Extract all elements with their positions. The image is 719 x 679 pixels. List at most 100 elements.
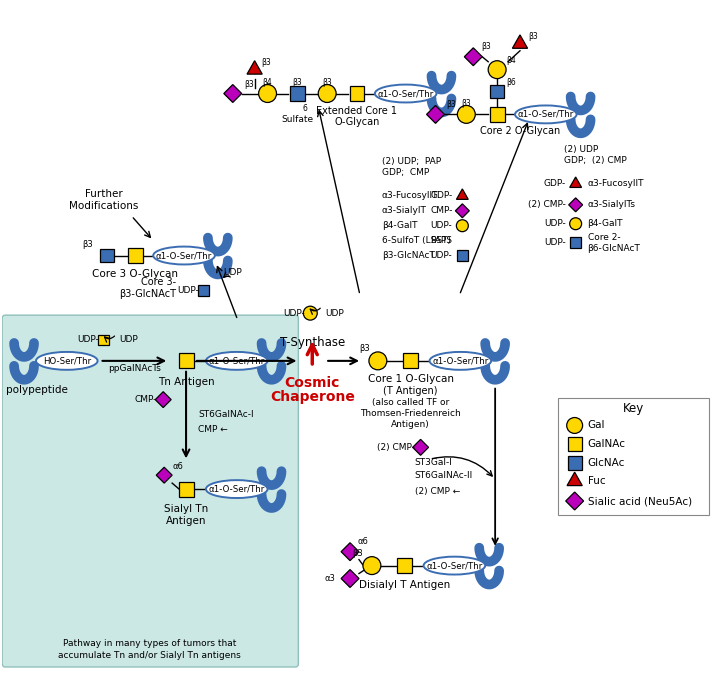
Text: Fuc: Fuc — [587, 476, 605, 486]
Text: T-Synthase: T-Synthase — [280, 337, 345, 350]
Text: Core 1 O-Glycan: Core 1 O-Glycan — [367, 373, 454, 384]
Text: UDP: UDP — [325, 309, 344, 318]
Text: β3: β3 — [446, 100, 457, 109]
Bar — [178, 481, 193, 496]
Ellipse shape — [429, 352, 491, 370]
Text: polypeptide: polypeptide — [6, 385, 68, 394]
Text: (also called TF or: (also called TF or — [372, 398, 449, 407]
Ellipse shape — [206, 480, 267, 498]
Text: β3-GlcNAcT: β3-GlcNAcT — [119, 289, 176, 299]
Bar — [490, 107, 505, 122]
Bar — [128, 248, 143, 263]
Text: β6-GlcNAcT: β6-GlcNAcT — [587, 244, 641, 253]
Text: UDP: UDP — [119, 335, 138, 344]
Text: Antigen: Antigen — [166, 516, 206, 526]
Circle shape — [457, 220, 468, 232]
Bar — [570, 237, 581, 248]
Text: Sialic acid (Neu5Ac): Sialic acid (Neu5Ac) — [587, 496, 692, 506]
Polygon shape — [247, 60, 262, 74]
Text: ppGalNAcTs: ppGalNAcTs — [108, 365, 161, 373]
Text: α1-O-Ser/Thr: α1-O-Ser/Thr — [426, 561, 482, 570]
Text: β3: β3 — [262, 58, 272, 67]
Text: GDP-: GDP- — [430, 191, 452, 200]
Text: Further: Further — [85, 189, 122, 199]
Bar — [349, 86, 365, 101]
Text: α1-O-Ser/Thr: α1-O-Ser/Thr — [209, 485, 265, 494]
Text: (2) CMP-: (2) CMP- — [528, 200, 566, 209]
Ellipse shape — [515, 105, 577, 124]
Polygon shape — [569, 177, 582, 187]
Text: GDP;  (2) CMP: GDP; (2) CMP — [564, 155, 626, 164]
Text: α1-O-Ser/Thr: α1-O-Ser/Thr — [518, 110, 574, 119]
Bar — [198, 285, 209, 296]
Text: α1-O-Ser/Thr: α1-O-Ser/Thr — [209, 356, 265, 365]
Ellipse shape — [206, 352, 267, 370]
Text: Core 2-: Core 2- — [587, 233, 620, 242]
Text: Antigen): Antigen) — [391, 420, 430, 429]
Ellipse shape — [153, 246, 215, 264]
Text: β3: β3 — [322, 78, 332, 87]
Text: Sialyl Tn: Sialyl Tn — [164, 504, 209, 514]
Circle shape — [457, 105, 475, 124]
Bar — [178, 353, 193, 368]
Text: Key: Key — [623, 402, 644, 415]
Text: Pathway in many types of tumors that: Pathway in many types of tumors that — [63, 639, 236, 648]
Text: β3: β3 — [528, 33, 538, 41]
Text: UDP-: UDP- — [544, 238, 566, 247]
Polygon shape — [341, 543, 359, 561]
Text: α3-SialylTs: α3-SialylTs — [587, 200, 636, 209]
Text: UDP-: UDP- — [544, 219, 566, 228]
Circle shape — [363, 557, 381, 574]
Text: UDP-: UDP- — [283, 309, 306, 318]
Text: CMP ←: CMP ← — [198, 425, 228, 434]
Circle shape — [259, 85, 277, 103]
Text: β3: β3 — [352, 549, 363, 558]
Bar — [568, 437, 582, 452]
Polygon shape — [224, 85, 242, 103]
Text: β3: β3 — [481, 42, 491, 52]
Text: α6: α6 — [357, 537, 368, 546]
Bar — [98, 335, 109, 346]
Text: (T Antigen): (T Antigen) — [383, 386, 438, 396]
Bar — [403, 353, 418, 368]
Text: Core 3-: Core 3- — [141, 277, 176, 287]
Text: Gal: Gal — [587, 420, 605, 430]
Text: GalNAc: GalNAc — [587, 439, 626, 449]
Text: CMP-: CMP- — [430, 206, 452, 215]
Text: α3-FucosylIT: α3-FucosylIT — [382, 191, 439, 200]
Text: (2) CMP ←: (2) CMP ← — [415, 487, 460, 496]
Text: GDP-: GDP- — [544, 179, 566, 189]
Polygon shape — [455, 204, 470, 218]
Ellipse shape — [423, 557, 485, 574]
Text: β3: β3 — [360, 344, 370, 354]
Polygon shape — [566, 492, 584, 510]
Polygon shape — [155, 392, 171, 407]
Text: 6-SulfoT (LSST): 6-SulfoT (LSST) — [382, 236, 451, 245]
Text: (2) CMP-: (2) CMP- — [377, 443, 415, 452]
Text: GDP;  CMP: GDP; CMP — [382, 168, 429, 177]
Text: α3-SialylT: α3-SialylT — [382, 206, 426, 215]
Polygon shape — [413, 439, 429, 456]
Text: ST6GalNAc-II: ST6GalNAc-II — [415, 471, 473, 479]
Text: UDP-: UDP- — [431, 221, 452, 230]
Polygon shape — [457, 189, 468, 200]
Polygon shape — [569, 198, 582, 212]
Text: PAPS: PAPS — [431, 236, 452, 245]
Text: O-Glycan: O-Glycan — [334, 117, 380, 128]
Text: α3: α3 — [324, 574, 335, 583]
Text: β3: β3 — [462, 99, 471, 108]
Text: Core 3 O-Glycan: Core 3 O-Glycan — [92, 270, 178, 279]
Ellipse shape — [375, 85, 436, 103]
Text: UDP-: UDP- — [177, 286, 199, 295]
Text: β3: β3 — [244, 80, 254, 89]
Text: Disialyl T Antigen: Disialyl T Antigen — [359, 581, 450, 591]
Text: Core 2 O-Glycan: Core 2 O-Glycan — [480, 126, 560, 136]
Circle shape — [303, 306, 317, 320]
Text: α1-O-Ser/Thr: α1-O-Ser/Thr — [432, 356, 488, 365]
Bar — [457, 250, 468, 261]
Circle shape — [567, 418, 582, 433]
FancyBboxPatch shape — [2, 315, 298, 667]
Text: β6: β6 — [506, 78, 516, 87]
Text: Modifications: Modifications — [69, 201, 138, 210]
Text: GlcNAc: GlcNAc — [587, 458, 625, 469]
